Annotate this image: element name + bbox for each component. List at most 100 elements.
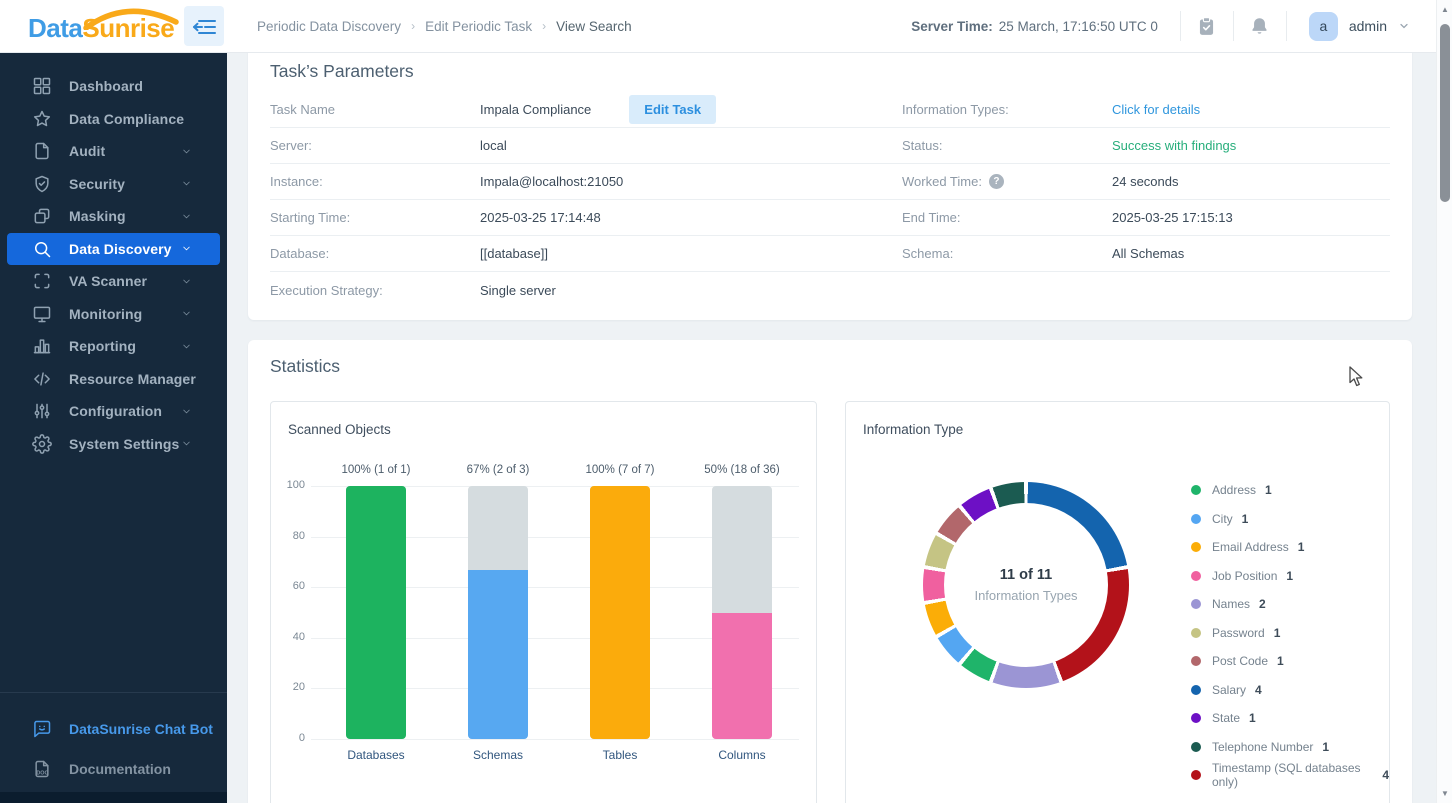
param-value: 24 seconds <box>1112 174 1179 189</box>
sidebar-item-audit[interactable]: Audit <box>7 135 220 168</box>
param-label: Starting Time: <box>270 210 351 225</box>
user-menu[interactable]: a admin <box>1287 11 1436 41</box>
scanned-objects-chart-card: Scanned Objects 0 20 40 60 80 100 100% (1 of 1… <box>270 401 817 803</box>
y-axis-tick: 20 <box>292 681 305 694</box>
dashboard-icon <box>33 78 51 95</box>
legend-count: 1 <box>1286 568 1294 583</box>
legend-item-timestamp-sql-databases-only[interactable]: Timestamp (SQL databases only) 4 <box>1191 761 1389 789</box>
y-axis-tick: 60 <box>292 580 305 593</box>
gridline <box>311 739 799 740</box>
tasks-button[interactable] <box>1181 0 1233 52</box>
donut-center-title: 11 of 11 <box>999 567 1053 583</box>
x-axis-label[interactable]: Tables <box>602 748 638 762</box>
bar-tables[interactable] <box>590 486 650 739</box>
sidebar-item-va-scanner[interactable]: VA Scanner <box>7 265 220 298</box>
legend-label: Job Position <box>1212 568 1278 583</box>
param-label: Server: <box>270 138 312 153</box>
param-value: Impala Compliance <box>480 102 592 117</box>
legend-label: Timestamp (SQL databases only) <box>1212 761 1361 789</box>
legend-count: 4 <box>1382 768 1389 782</box>
legend-item-city[interactable]: City 1 <box>1191 510 1389 528</box>
collapse-menu-icon <box>193 20 216 34</box>
x-axis-label[interactable]: Schemas <box>472 748 524 762</box>
legend-item-email-address[interactable]: Email Address 1 <box>1191 538 1389 556</box>
param-value: [[database]] <box>480 246 548 261</box>
bar-columns[interactable] <box>712 486 772 739</box>
sidebar-item-masking[interactable]: Masking <box>7 200 220 233</box>
sidebar-item-configuration[interactable]: Configuration <box>7 395 220 428</box>
sidebar-item-label: Reporting <box>69 338 137 355</box>
sidebar-item-documentation[interactable]: DOC Documentation <box>0 749 227 789</box>
sidebar-item-reporting[interactable]: Reporting <box>7 330 220 363</box>
legend-item-names[interactable]: Names 2 <box>1191 595 1389 613</box>
param-row-end-time: End Time: 2025-03-25 17:15:13 <box>830 200 1390 236</box>
statistics-card: Statistics Scanned Objects 0 20 40 60 80 100 1… <box>248 340 1412 803</box>
notifications-button[interactable] <box>1234 0 1286 52</box>
legend-item-post-code[interactable]: Post Code 1 <box>1191 652 1389 670</box>
task-parameters-grid: Task Name Impala Compliance Edit Task Infor… <box>270 92 1390 308</box>
legend-item-telephone-number[interactable]: Telephone Number 1 <box>1191 738 1389 756</box>
sidebar-item-resource-manager[interactable]: Resource Manager <box>7 363 220 396</box>
sidebar-item-system-settings[interactable]: System Settings <box>7 428 220 461</box>
sidebar-item-dashboard[interactable]: Dashboard <box>7 70 220 103</box>
sidebar-item-label: DataSunrise Chat Bot <box>69 721 213 737</box>
sidebar-item-label: Monitoring <box>69 305 143 322</box>
sidebar-item-label: Dashboard <box>69 78 144 95</box>
scroll-up-arrow-icon[interactable]: ▲ <box>1441 5 1449 14</box>
param-row-database: Database: [[database]] <box>270 236 830 272</box>
param-row-worked-time: Worked Time:? 24 seconds <box>830 164 1390 200</box>
legend-item-address[interactable]: Address 1 <box>1191 481 1389 499</box>
server-time-value: 25 March, 17:16:50 UTC 0 <box>998 18 1158 34</box>
clipboard-check-icon <box>1200 16 1214 35</box>
edit-task-button[interactable]: Edit Task <box>629 95 717 124</box>
legend-item-state[interactable]: State 1 <box>1191 709 1389 727</box>
bar-value-label: 50% (18 of 36) <box>704 464 780 476</box>
search-icon <box>35 241 51 257</box>
breadcrumb-item[interactable]: Edit Periodic Task <box>425 18 533 34</box>
topbar-right: Server Time: 25 March, 17:16:50 UTC 0 a … <box>911 0 1436 52</box>
legend-label: State <box>1212 711 1241 725</box>
sidebar-item-datasunrise-chat-bot[interactable]: DataSunrise Chat Bot <box>0 709 227 749</box>
help-icon[interactable]: ? <box>988 174 1004 189</box>
legend-item-job-position[interactable]: Job Position 1 <box>1191 567 1389 585</box>
bar-databases[interactable] <box>346 486 406 739</box>
sliders-icon <box>34 403 50 419</box>
datasunrise-logo[interactable]: DataSunrise <box>28 4 180 48</box>
legend-dot-icon <box>1191 599 1201 609</box>
sidebar-item-data-discovery[interactable]: Data Discovery <box>7 232 220 265</box>
legend-item-password[interactable]: Password 1 <box>1191 624 1389 642</box>
sidebar-item-monitoring[interactable]: Monitoring <box>7 298 220 331</box>
x-axis-label[interactable]: Databases <box>347 748 405 762</box>
breadcrumb-item[interactable]: Periodic Data Discovery <box>257 18 402 34</box>
legend-count: 2 <box>1259 597 1266 611</box>
y-axis-tick: 0 <box>298 732 305 744</box>
sidebar-collapse-button[interactable] <box>184 6 224 46</box>
breadcrumb-separator-icon: › <box>411 19 416 33</box>
scrollbar-thumb[interactable] <box>1440 24 1450 202</box>
vertical-scrollbar[interactable]: ▲ ▼ <box>1436 0 1452 803</box>
code-icon <box>34 372 50 386</box>
param-row-status: Status: Success with findings <box>830 128 1390 164</box>
divider <box>1285 11 1287 41</box>
legend-dot-icon <box>1191 542 1201 552</box>
sidebar-item-label: Data Discovery <box>69 240 172 257</box>
x-axis-label[interactable]: Columns <box>718 748 766 762</box>
gridline <box>311 536 799 538</box>
bar-schemas[interactable] <box>468 486 528 739</box>
task-parameters-card: Task’s Parameters Task Name Impala Compli… <box>248 53 1412 320</box>
divider <box>0 692 227 693</box>
scroll-down-arrow-icon[interactable]: ▼ <box>1441 789 1449 798</box>
legend-label: Telephone Number <box>1212 739 1314 754</box>
sidebar-item-label: System Settings <box>69 435 180 452</box>
logo-sunrise-arc-icon <box>83 8 179 30</box>
legend-dot-icon <box>1191 713 1201 723</box>
param-value[interactable]: Click for details <box>1112 102 1201 117</box>
information-type-chart-card: Information Type 11 of 11 Information Ty… <box>845 401 1390 803</box>
param-row-execution-strategy: Execution Strategy: Single server <box>270 272 830 308</box>
legend-item-salary[interactable]: Salary 4 <box>1191 681 1389 699</box>
server-time: Server Time: 25 March, 17:16:50 UTC 0 <box>911 19 1180 34</box>
sidebar-item-security[interactable]: Security <box>7 168 220 201</box>
sidebar-item-data-compliance[interactable]: Data Compliance <box>7 103 220 136</box>
legend-label: City <box>1212 511 1233 526</box>
information-type-chart-title: Information Type <box>863 422 964 437</box>
